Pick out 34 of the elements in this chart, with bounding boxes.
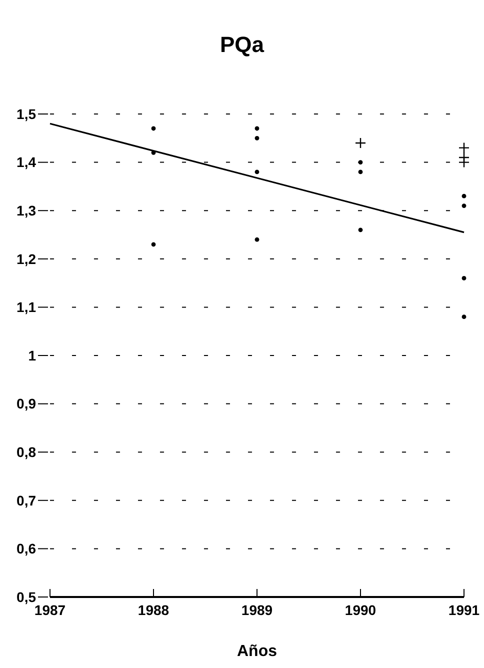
x-axis-title: Años: [237, 643, 278, 660]
point: [354, 137, 366, 149]
point: [462, 204, 466, 208]
y-tick-label: 0,5: [16, 588, 36, 605]
point: [462, 276, 466, 280]
point: [358, 160, 363, 164]
point: [151, 242, 156, 247]
x-tick-label: 1987: [34, 602, 66, 618]
x-tick-label: 1988: [138, 602, 170, 618]
point: [458, 142, 470, 154]
y-tick-label: 1,3: [16, 202, 36, 218]
y-tick-label: 0,7: [16, 492, 36, 508]
point: [254, 237, 260, 242]
point: [254, 170, 260, 174]
y-tick-label: 1,1: [16, 299, 36, 316]
point: [254, 136, 260, 140]
point: [462, 314, 466, 320]
point: [358, 170, 363, 174]
x-tick-label: 1989: [241, 602, 273, 618]
x-tick-label: 1990: [344, 602, 376, 618]
y-tick-label: 0,6: [16, 540, 36, 557]
point: [151, 126, 156, 131]
x-tick-label: 1991: [448, 602, 480, 618]
y-tick-label: 1,2: [16, 250, 36, 267]
point: [254, 126, 260, 131]
y-tick-label: 1: [28, 347, 36, 364]
point: [358, 228, 363, 232]
point: [462, 194, 466, 198]
point: [458, 156, 470, 168]
y-tick-label: 0,8: [16, 444, 36, 460]
y-tick-label: 1,4: [16, 154, 36, 170]
y-tick-label: 1,5: [16, 106, 36, 122]
y-tick-label: 0,9: [16, 396, 36, 412]
chart-title: PQa: [220, 32, 265, 57]
